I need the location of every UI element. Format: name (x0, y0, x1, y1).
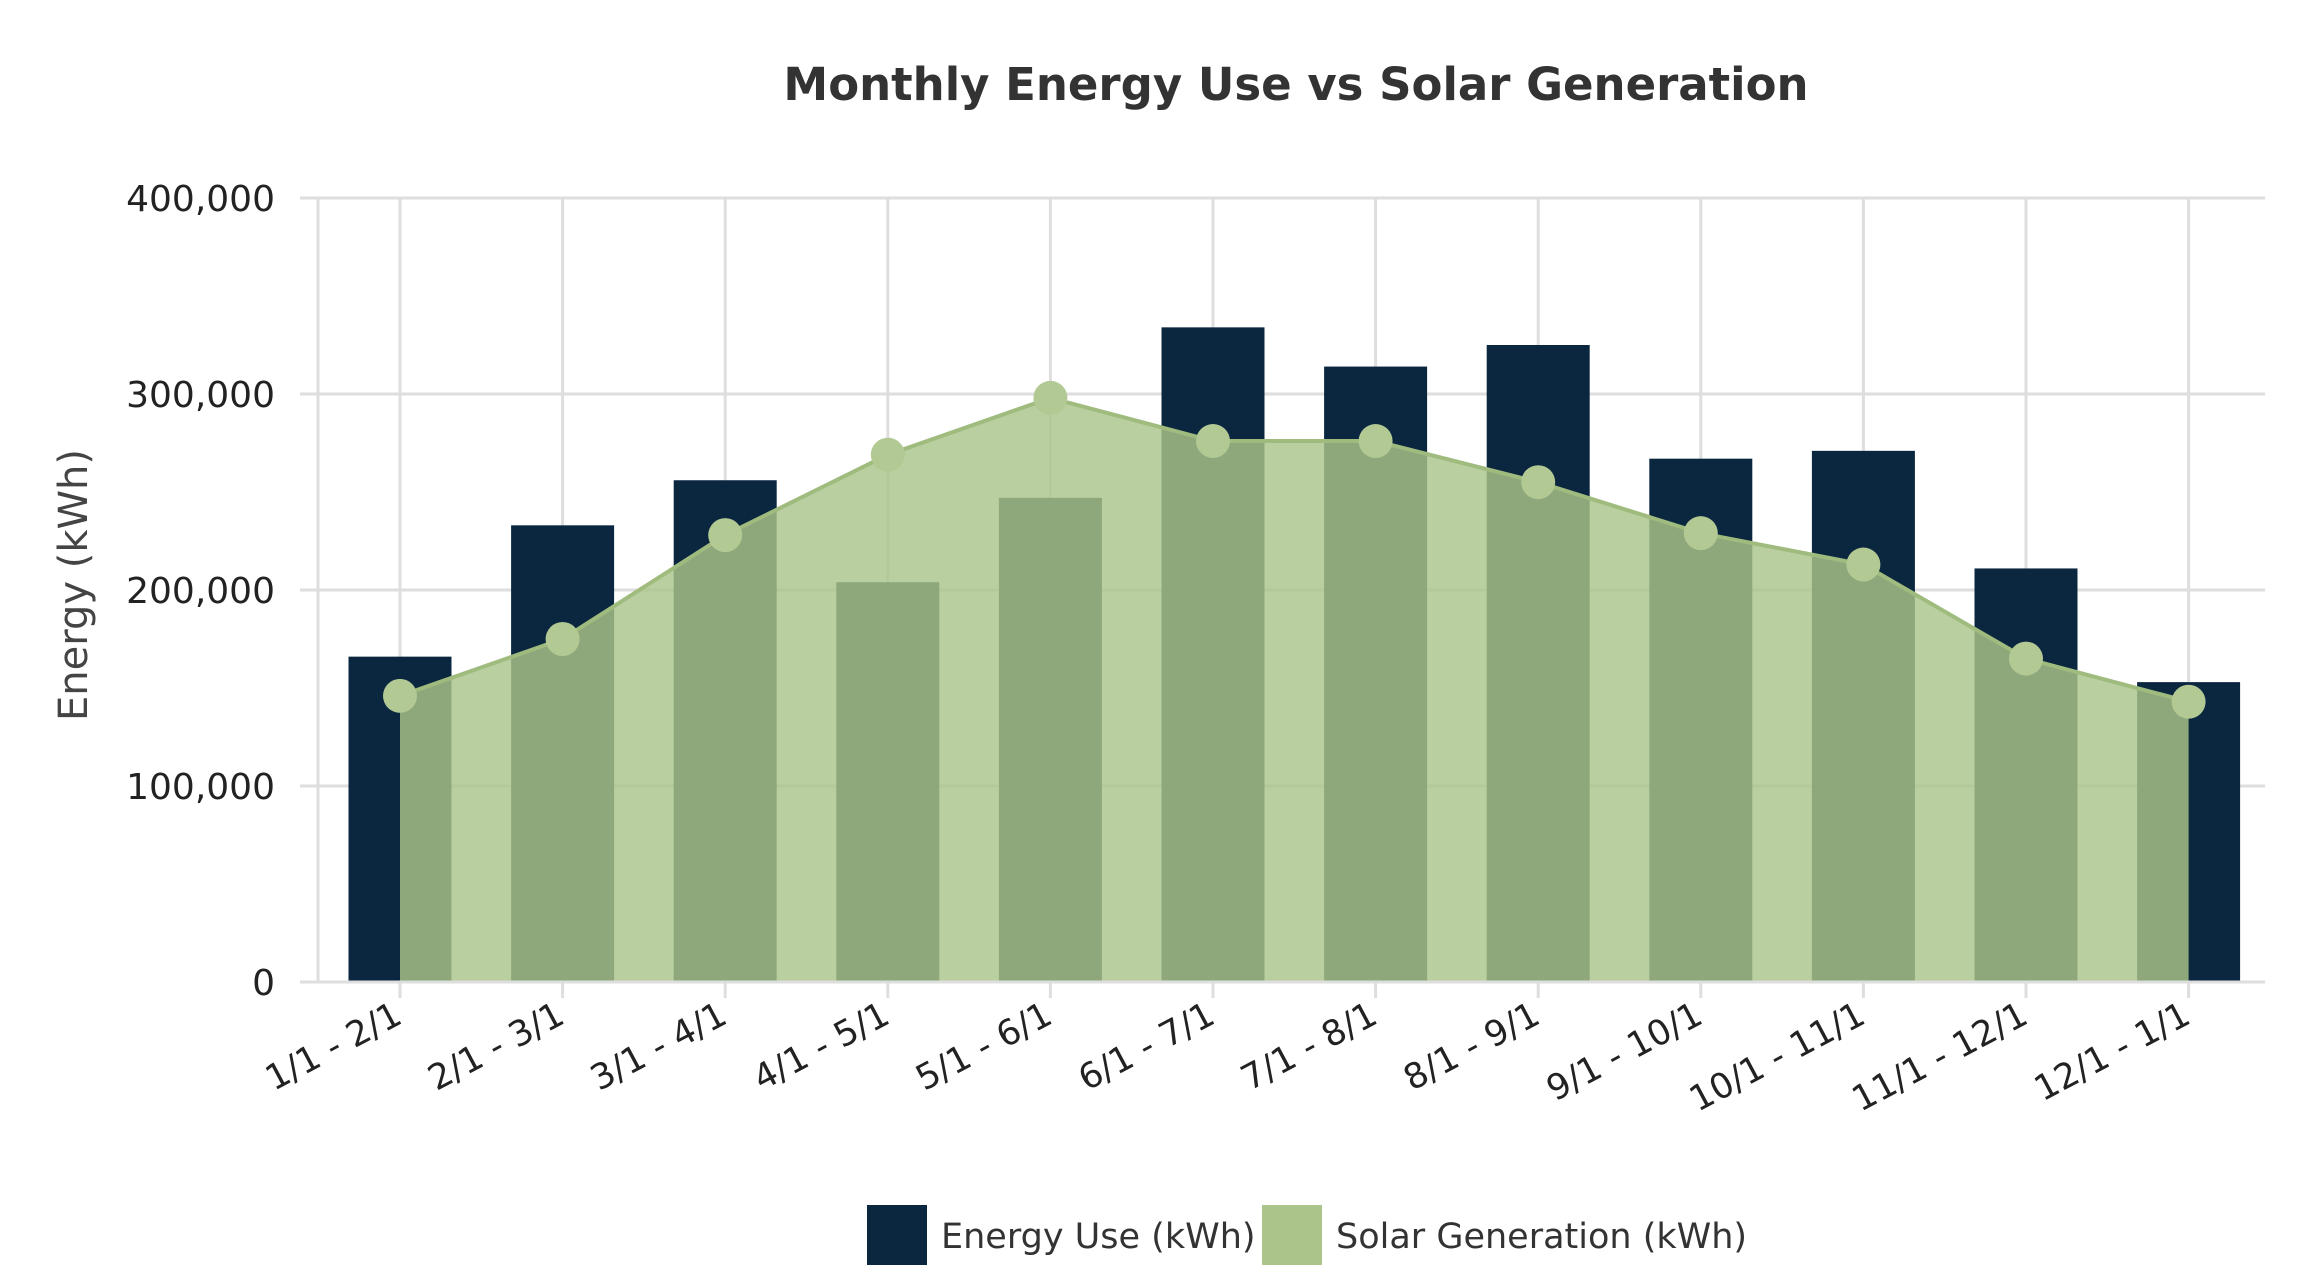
y-tick-label: 400,000 (126, 179, 275, 220)
point-layer (383, 380, 2206, 719)
solar-generation-area (400, 397, 2189, 982)
x-tick-label: 11/1 - 12/1 (1846, 995, 2034, 1120)
solar-generation-point (1846, 547, 1881, 582)
legend-label-solar-generation: Solar Generation (kWh) (1336, 1217, 1747, 1257)
x-tick-label: 7/1 - 8/1 (1235, 995, 1384, 1100)
solar-generation-point (1033, 380, 1068, 415)
solar-generation-point (2009, 641, 2043, 676)
x-tick-label: 12/1 - 1/1 (2028, 995, 2197, 1110)
solar-generation-point (1683, 516, 1718, 551)
y-axis-label: Energy (kWh) (51, 449, 97, 721)
x-tick-label: 3/1 - 4/1 (584, 995, 733, 1100)
solar-generation-point (545, 622, 580, 656)
y-tick-label: 0 (252, 963, 275, 1004)
legend-swatch-energy-use (867, 1205, 927, 1265)
x-tick-label: 2/1 - 3/1 (422, 995, 571, 1100)
area-layer (399, 395, 2190, 982)
solar-generation-line (399, 395, 2190, 704)
solar-generation-point (1358, 424, 1393, 459)
solar-generation-point (870, 437, 905, 472)
solar-generation-point (2171, 684, 2206, 719)
x-tick-label: 5/1 - 6/1 (910, 995, 1059, 1100)
legend: Energy Use (kWh) Solar Generation (kWh) (867, 1205, 1747, 1265)
legend-swatch-solar-generation (1262, 1205, 1322, 1265)
solar-generation-point (1196, 424, 1230, 459)
x-tick-label: 4/1 - 5/1 (747, 995, 896, 1100)
x-tick-label: 1/1 - 2/1 (259, 995, 408, 1100)
legend-label-energy-use: Energy Use (kWh) (941, 1217, 1256, 1257)
y-tick-label: 300,000 (126, 375, 275, 416)
y-tick-label: 200,000 (126, 571, 275, 612)
x-tick-label: 8/1 - 9/1 (1397, 995, 1546, 1100)
x-tick-label: 6/1 - 7/1 (1072, 995, 1221, 1100)
solar-generation-point (383, 678, 417, 713)
y-tick-label: 100,000 (126, 767, 275, 808)
x-tick-label: 9/1 - 10/1 (1540, 995, 1709, 1110)
chart-title: Monthly Energy Use vs Solar Generation (783, 58, 1808, 111)
x-tick-label: 10/1 - 11/1 (1683, 995, 1871, 1120)
solar-generation-point (1521, 465, 1556, 500)
solar-generation-point (708, 518, 743, 553)
